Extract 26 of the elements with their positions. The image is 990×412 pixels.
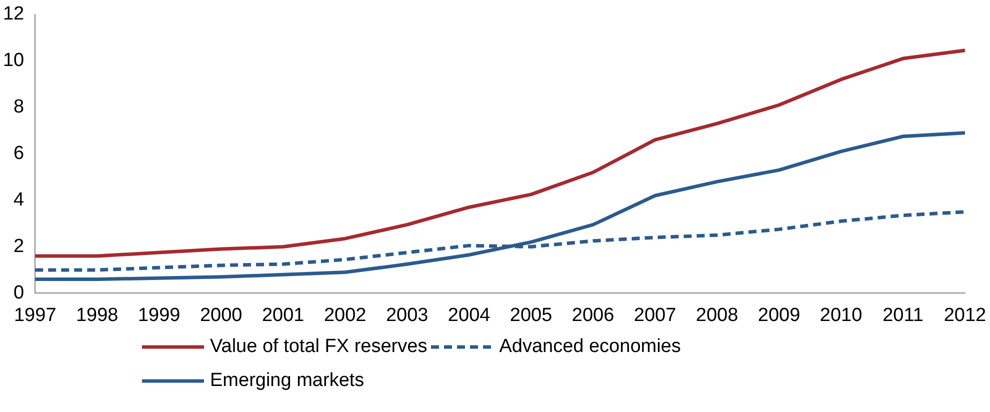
- x-tick-label: 2005: [510, 304, 552, 326]
- x-tick-label: 2012: [944, 304, 986, 326]
- x-tick-label: 2001: [262, 304, 304, 326]
- y-tick-label: 2: [14, 236, 24, 257]
- x-tick-label: 2002: [324, 304, 366, 326]
- x-tick-label: 1997: [14, 304, 56, 326]
- legend-label: Emerging markets: [210, 370, 364, 392]
- x-tick-label: 2003: [386, 304, 428, 326]
- y-tick-label: 4: [14, 190, 25, 210]
- y-tick-label: 6: [14, 143, 24, 164]
- x-tick-label: 2004: [448, 304, 491, 326]
- y-tick-label: 12: [2, 4, 24, 25]
- x-tick-label: 2010: [820, 304, 862, 326]
- y-tick-label: 8: [14, 96, 24, 118]
- x-tick-label: 2009: [758, 304, 800, 326]
- x-tick-label: 2008: [696, 304, 738, 326]
- y-tick-label: 0: [14, 282, 24, 304]
- x-tick-label: 2007: [634, 304, 676, 326]
- x-tick-label: 2006: [572, 304, 614, 326]
- x-tick-label: 1998: [76, 304, 118, 326]
- y-tick-label: 10: [2, 50, 24, 72]
- x-tick-label: 2000: [200, 304, 242, 326]
- x-tick-label: 2011: [882, 304, 924, 326]
- legend-label: Advanced economies: [499, 336, 681, 358]
- legend-label: Value of total FX reserves: [210, 336, 428, 358]
- x-tick-label: 1999: [138, 304, 180, 326]
